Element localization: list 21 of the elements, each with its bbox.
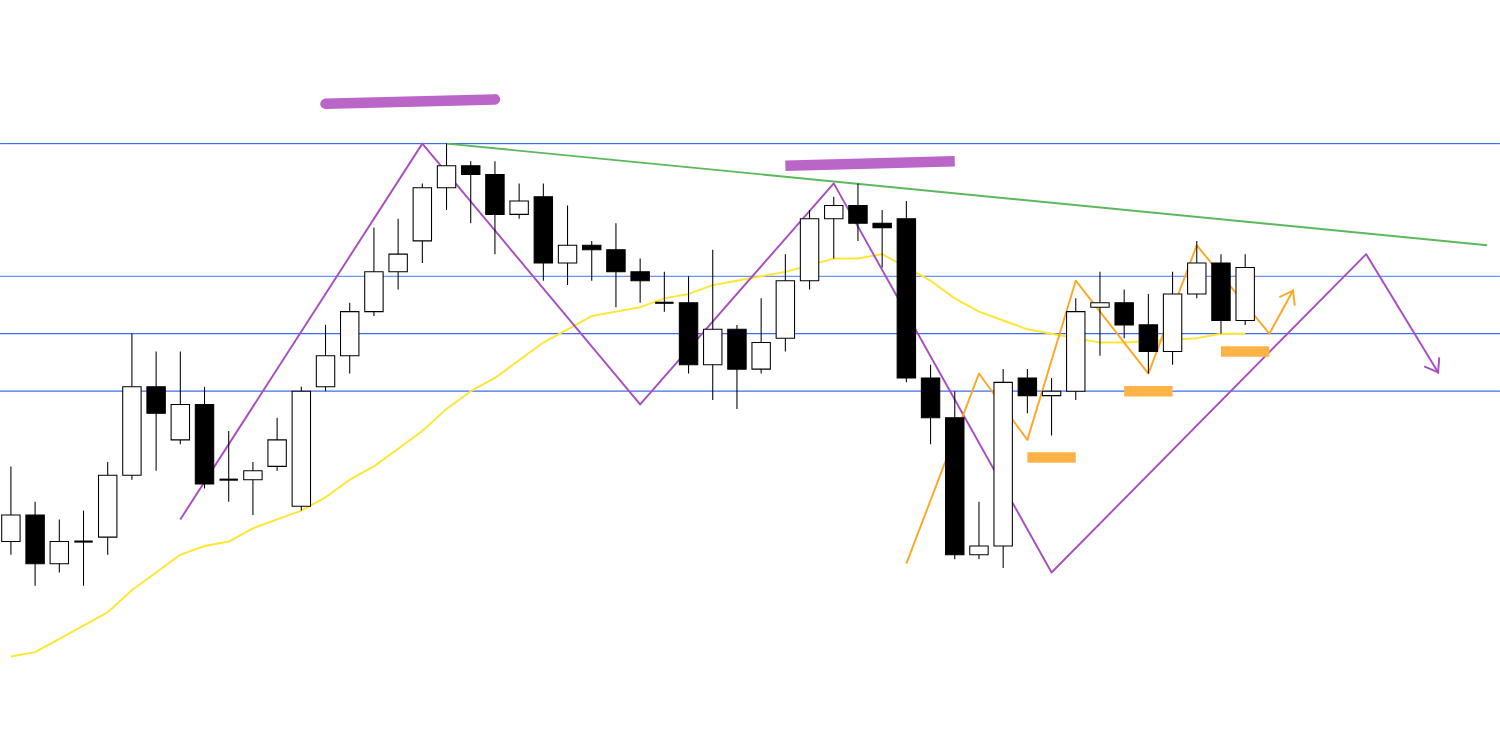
candlestick (630, 258, 650, 304)
candlestick (461, 160, 481, 224)
candlestick (848, 182, 868, 242)
candlestick (1041, 377, 1062, 436)
candlestick (824, 196, 844, 260)
candlestick (606, 222, 626, 308)
candlestick (872, 209, 892, 268)
candlestick (218, 430, 239, 503)
candlestick (969, 501, 989, 560)
candlestick (388, 218, 408, 291)
candlestick (436, 143, 457, 211)
candlestick (654, 271, 675, 313)
candlestick (243, 461, 263, 516)
candlestick (1114, 288, 1134, 339)
candlestick (1090, 271, 1110, 357)
candlestick (509, 182, 529, 220)
candlestick (1017, 368, 1038, 414)
candlestick (49, 518, 70, 574)
candlestick (582, 240, 602, 282)
candlestick (557, 204, 578, 286)
candlestick (73, 510, 94, 587)
